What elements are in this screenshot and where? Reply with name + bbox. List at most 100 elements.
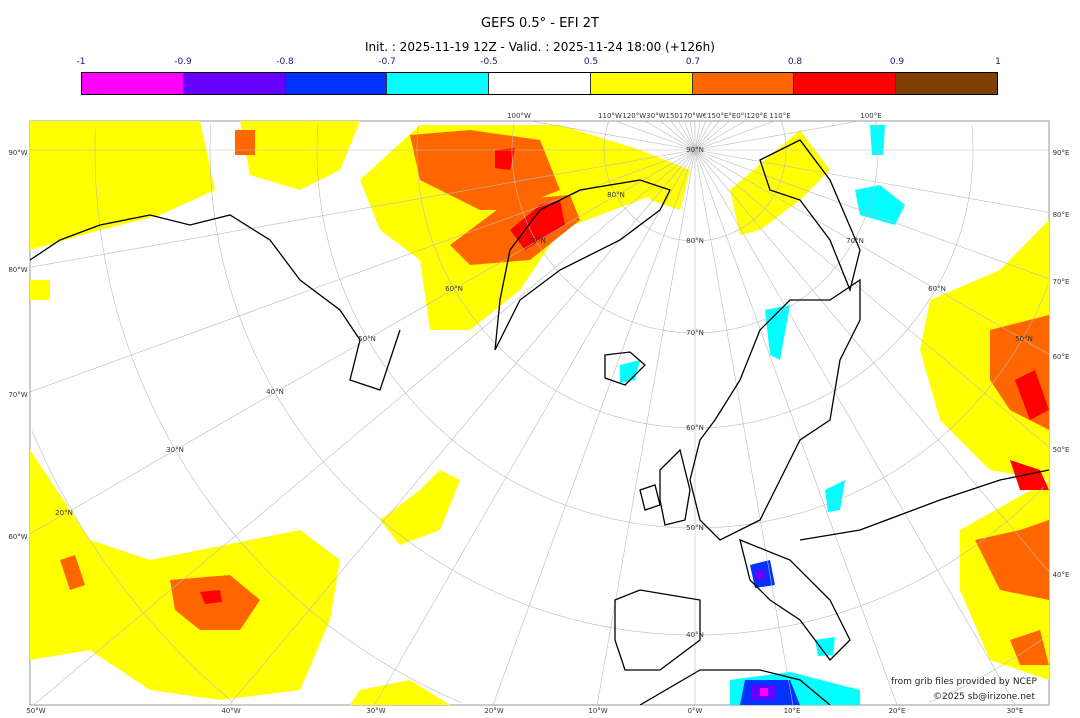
meridian-line — [30, 149, 696, 535]
axis-label-bottom: 30°W — [366, 707, 386, 715]
meridian-line — [30, 149, 696, 393]
meridian-line — [694, 149, 1049, 573]
latitude-circle — [695, 125, 974, 429]
axis-label-left: 90°W — [8, 149, 28, 157]
latitude-circle — [511, 121, 695, 334]
lat-label: 60°N — [928, 285, 946, 293]
lat-label: 50°N — [1015, 335, 1033, 343]
colorbar-tick: -0.7 — [378, 57, 396, 67]
efi-red-areas — [200, 148, 1049, 604]
colorbar — [81, 72, 998, 95]
lat-label: 40°N — [266, 388, 284, 396]
meridian-line — [644, 121, 696, 151]
colorbar-segment — [489, 73, 591, 94]
axis-label-right: 50°E — [1052, 446, 1070, 454]
meridian-line — [694, 149, 1016, 705]
colorbar-tick: 0.8 — [787, 57, 803, 67]
lat-label: 60°N — [445, 285, 463, 293]
meridian-line — [694, 149, 898, 705]
colorbar-segment — [285, 73, 388, 94]
axis-label-left: 70°W — [8, 391, 28, 399]
axis-label-left: 80°W — [8, 266, 28, 274]
lat-label: 30°N — [166, 446, 184, 454]
axis-label-bottom: 20°W — [484, 707, 504, 715]
meridian-line — [694, 121, 701, 151]
meridian-line — [694, 121, 775, 151]
lat-label: 60°N — [686, 424, 704, 432]
latitude-circle — [31, 431, 233, 702]
meridian-line — [33, 149, 696, 705]
latitude-circle — [316, 123, 696, 529]
colorbar-segment — [896, 73, 998, 94]
colorbar-segment — [590, 73, 693, 94]
axis-label-bottom: 10°E — [783, 707, 801, 715]
meridian-line — [694, 149, 1049, 280]
latitude-circle — [94, 129, 461, 703]
meridian-line — [694, 121, 706, 151]
meridian-line — [694, 149, 1049, 355]
lat-label: 70°N — [846, 237, 864, 245]
meridian-line — [374, 149, 696, 705]
axis-label-top: 100°E — [860, 112, 882, 120]
meridian-line — [694, 121, 860, 151]
latitude-circle — [694, 486, 1045, 636]
latitude-circle — [929, 635, 1048, 703]
meridian-line — [694, 121, 730, 151]
meridian-line — [689, 121, 696, 151]
axis-label-top: 100°W — [507, 112, 531, 120]
axis-label-bottom: 50°W — [26, 707, 46, 715]
meridian-line — [596, 149, 696, 705]
colorbar-tick: -0.5 — [480, 57, 498, 67]
lat-label: 50°N — [358, 335, 376, 343]
copyright: ©2025 sb@irizone.net — [933, 692, 1035, 702]
meridian-line — [615, 121, 696, 151]
axis-label-top: 110°W — [598, 112, 622, 120]
graticule — [30, 121, 1049, 705]
colorbar-tick: 0.5 — [583, 57, 599, 67]
map-title: GEFS 0.5° - EFI 2T — [481, 16, 599, 31]
colorbar-segment — [183, 73, 286, 94]
axis-label-right: 60°E — [1052, 353, 1070, 361]
latitude-circle — [209, 124, 696, 636]
meridian-line — [229, 149, 696, 705]
lat-label: 40°N — [686, 631, 704, 639]
lat-label: 80°N — [607, 191, 625, 199]
meridian-line — [694, 149, 794, 705]
coastlines — [30, 139, 1049, 705]
meridian-line — [492, 149, 696, 705]
colorbar-tick: -0.9 — [174, 57, 192, 67]
source-credit: from grib files provided by NCEP — [891, 677, 1037, 687]
axis-label-bottom: 30°E — [1006, 707, 1024, 715]
colorbar-tick: 1 — [995, 57, 1001, 67]
meridian-line — [530, 121, 696, 151]
colorbar-tick: 0.9 — [889, 57, 905, 67]
lat-label: 70°N — [528, 237, 546, 245]
latitude-circle — [694, 285, 1049, 529]
meridian-line — [694, 149, 1049, 448]
latitude-circle — [695, 121, 879, 334]
map-subtitle: Init. : 2025-11-19 12Z - Valid. : 2025-1… — [365, 40, 715, 54]
colorbar-tick: -0.8 — [276, 57, 294, 67]
axis-label-right: 80°E — [1052, 211, 1070, 219]
axis-label-bottom: 0°W — [687, 707, 703, 715]
colorbar-tick: -1 — [76, 57, 86, 67]
meridian-line — [694, 121, 720, 151]
axis-label-bottom: 10°W — [588, 707, 608, 715]
meridian-line — [694, 121, 712, 151]
colorbar-tick: 0.7 — [685, 57, 701, 67]
colorbar-segment — [794, 73, 897, 94]
lat-label: 50°N — [686, 524, 704, 532]
lat-label: 70°N — [686, 329, 704, 337]
axis-label-top: 110°E — [769, 112, 791, 120]
axis-label-right: 70°E — [1052, 278, 1070, 286]
colorbar-segment — [387, 73, 490, 94]
meridian-line — [694, 121, 746, 151]
latitude-circle — [416, 125, 695, 429]
axis-label-top: 120°W30°W150170°W€150°E°E0°I120°E — [622, 112, 768, 120]
efi-blue-purple-areas — [740, 560, 800, 705]
meridian-line — [684, 121, 696, 151]
meridian-line — [670, 121, 696, 151]
lat-label: 20°N — [55, 509, 73, 517]
colorbar-segment — [82, 73, 184, 94]
